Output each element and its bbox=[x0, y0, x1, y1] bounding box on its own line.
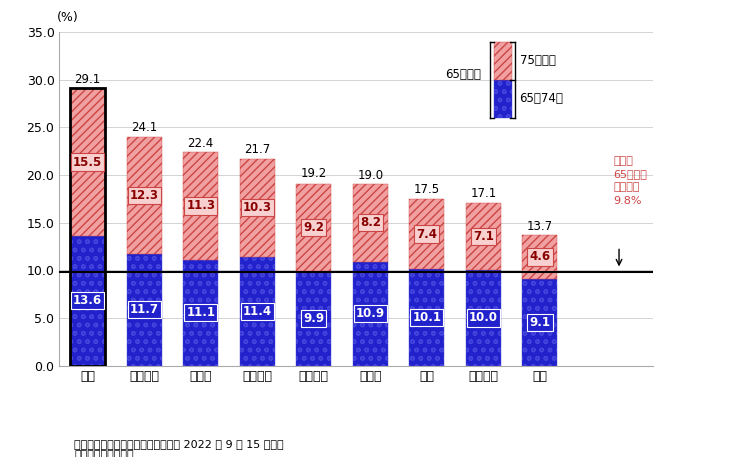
Text: 世界の
65歳以上
人口割合
9.8%: 世界の 65歳以上 人口割合 9.8% bbox=[614, 156, 647, 206]
Bar bbox=[296, 271, 331, 366]
Bar bbox=[466, 270, 501, 366]
Text: 10.9: 10.9 bbox=[355, 307, 385, 320]
Bar bbox=[466, 202, 501, 270]
Text: 11.3: 11.3 bbox=[186, 199, 215, 213]
Bar bbox=[296, 184, 331, 271]
Bar bbox=[494, 42, 512, 80]
Bar bbox=[183, 152, 218, 260]
Bar bbox=[494, 80, 512, 118]
Text: 19.2: 19.2 bbox=[301, 167, 327, 180]
Text: 10.0: 10.0 bbox=[469, 311, 498, 324]
Text: 13.7: 13.7 bbox=[527, 220, 553, 233]
Bar bbox=[240, 257, 275, 366]
Bar bbox=[70, 88, 105, 366]
Bar bbox=[522, 279, 557, 366]
Bar bbox=[410, 199, 444, 269]
Bar bbox=[352, 262, 388, 366]
Text: 9.9: 9.9 bbox=[303, 312, 324, 325]
Bar bbox=[352, 184, 388, 262]
Text: 11.4: 11.4 bbox=[243, 305, 272, 318]
Text: 13.6: 13.6 bbox=[73, 294, 102, 307]
Text: 9.2: 9.2 bbox=[303, 221, 324, 234]
Text: 資料：日本の値は、「人口推計」の 2022 年 9 月 15 日現在: 資料：日本の値は、「人口推計」の 2022 年 9 月 15 日現在 bbox=[74, 439, 284, 449]
Text: (%): (%) bbox=[56, 11, 79, 24]
Bar bbox=[127, 254, 162, 366]
Text: 11.7: 11.7 bbox=[130, 303, 159, 316]
Text: 7.1: 7.1 bbox=[473, 230, 493, 243]
Text: 29.1: 29.1 bbox=[74, 73, 101, 86]
Bar bbox=[410, 269, 444, 366]
Text: 10.1: 10.1 bbox=[413, 311, 441, 324]
Text: 17.5: 17.5 bbox=[414, 183, 440, 197]
Text: 21.7: 21.7 bbox=[244, 143, 270, 156]
Text: 65歳以上: 65歳以上 bbox=[445, 69, 481, 81]
Bar bbox=[127, 137, 162, 254]
Text: 10.3: 10.3 bbox=[243, 202, 272, 214]
Bar bbox=[240, 159, 275, 257]
Text: 17.1: 17.1 bbox=[470, 187, 496, 200]
Text: 9.1: 9.1 bbox=[529, 316, 551, 329]
Text: 他国の値は、: 他国の値は、 bbox=[74, 450, 134, 457]
Text: 12.3: 12.3 bbox=[130, 189, 159, 202]
Text: 24.1: 24.1 bbox=[131, 121, 157, 133]
Text: 8.2: 8.2 bbox=[360, 216, 381, 229]
Text: 15.5: 15.5 bbox=[73, 155, 102, 169]
Text: 11.1: 11.1 bbox=[186, 306, 215, 319]
Bar bbox=[70, 88, 105, 236]
Text: 4.6: 4.6 bbox=[529, 250, 551, 263]
Text: 65～74歳: 65～74歳 bbox=[519, 92, 563, 105]
Text: 75歳以上: 75歳以上 bbox=[519, 54, 556, 67]
Text: 22.4: 22.4 bbox=[188, 137, 214, 150]
Bar bbox=[70, 236, 105, 366]
Bar bbox=[183, 260, 218, 366]
Text: 19.0: 19.0 bbox=[357, 169, 384, 182]
Text: 7.4: 7.4 bbox=[416, 228, 437, 240]
Bar bbox=[522, 235, 557, 279]
